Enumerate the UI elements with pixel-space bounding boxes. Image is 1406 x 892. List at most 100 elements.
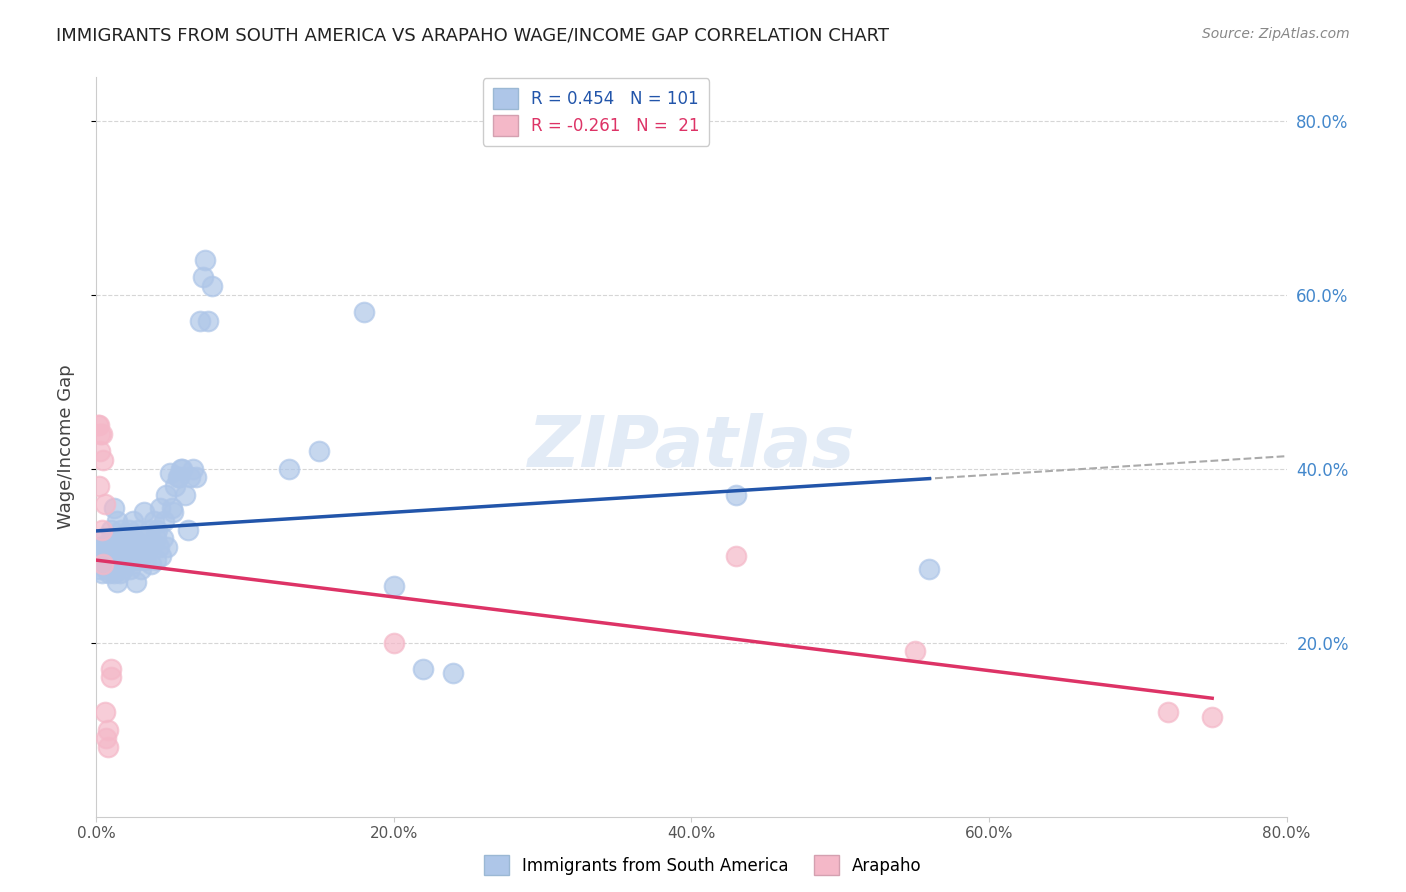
Point xyxy=(91,566,114,581)
Point xyxy=(159,466,181,480)
Point xyxy=(107,549,129,563)
Point xyxy=(118,523,141,537)
Point xyxy=(149,500,172,515)
Point xyxy=(201,279,224,293)
Point xyxy=(97,535,120,549)
Point xyxy=(86,418,108,433)
Point xyxy=(105,514,128,528)
Point xyxy=(97,723,120,737)
Point xyxy=(91,427,114,442)
Point xyxy=(155,488,177,502)
Point xyxy=(918,562,941,576)
Point xyxy=(1156,705,1178,719)
Point xyxy=(382,635,405,649)
Point xyxy=(132,505,155,519)
Point xyxy=(93,549,115,563)
Point xyxy=(181,462,204,476)
Point xyxy=(160,500,183,515)
Point xyxy=(184,470,207,484)
Point xyxy=(105,574,128,589)
Point xyxy=(146,523,169,537)
Point xyxy=(169,470,191,484)
Point xyxy=(134,532,156,546)
Point xyxy=(110,523,132,537)
Point xyxy=(177,523,200,537)
Point xyxy=(441,666,464,681)
Legend: R = 0.454   N = 101, R = -0.261   N =  21: R = 0.454 N = 101, R = -0.261 N = 21 xyxy=(482,78,710,145)
Point xyxy=(127,553,149,567)
Point xyxy=(179,470,201,484)
Point xyxy=(91,523,114,537)
Point xyxy=(93,453,115,467)
Point xyxy=(103,566,125,581)
Point xyxy=(191,270,214,285)
Point xyxy=(94,497,117,511)
Point xyxy=(129,549,152,563)
Text: ZIPatlas: ZIPatlas xyxy=(527,412,855,482)
Point xyxy=(96,553,118,567)
Point xyxy=(98,553,121,567)
Point xyxy=(121,540,143,554)
Point xyxy=(129,562,152,576)
Point xyxy=(136,540,159,554)
Point xyxy=(353,305,375,319)
Point xyxy=(412,662,434,676)
Point xyxy=(172,462,194,476)
Point xyxy=(107,535,129,549)
Point xyxy=(87,549,110,563)
Point xyxy=(134,553,156,567)
Point xyxy=(162,505,184,519)
Point xyxy=(170,462,193,476)
Point xyxy=(94,705,117,719)
Point xyxy=(89,544,111,558)
Point xyxy=(100,558,122,572)
Point xyxy=(143,514,166,528)
Point xyxy=(89,540,111,554)
Point xyxy=(97,739,120,754)
Point xyxy=(108,553,131,567)
Point xyxy=(125,574,148,589)
Point xyxy=(97,544,120,558)
Point xyxy=(122,514,145,528)
Point xyxy=(903,644,925,658)
Point xyxy=(103,500,125,515)
Point xyxy=(101,532,124,546)
Point xyxy=(86,553,108,567)
Point xyxy=(128,535,150,549)
Point xyxy=(111,562,134,576)
Point xyxy=(118,535,141,549)
Point xyxy=(724,549,747,563)
Point xyxy=(724,488,747,502)
Point xyxy=(101,549,124,563)
Point xyxy=(93,532,115,546)
Point xyxy=(111,553,134,567)
Point xyxy=(96,562,118,576)
Point xyxy=(98,566,121,581)
Point xyxy=(138,523,160,537)
Point xyxy=(93,558,115,572)
Point xyxy=(153,514,176,528)
Point xyxy=(89,444,111,458)
Point xyxy=(135,544,157,558)
Point xyxy=(145,532,167,546)
Point xyxy=(163,479,186,493)
Point xyxy=(120,562,142,576)
Y-axis label: Wage/Income Gap: Wage/Income Gap xyxy=(58,365,75,529)
Point xyxy=(174,488,197,502)
Point xyxy=(114,532,136,546)
Point xyxy=(94,558,117,572)
Legend: Immigrants from South America, Arapaho: Immigrants from South America, Arapaho xyxy=(475,847,931,884)
Point xyxy=(125,540,148,554)
Point xyxy=(148,540,170,554)
Point xyxy=(91,553,114,567)
Point xyxy=(124,553,146,567)
Point xyxy=(127,523,149,537)
Point xyxy=(89,427,111,442)
Point xyxy=(308,444,330,458)
Point xyxy=(197,314,219,328)
Point xyxy=(104,553,127,567)
Point xyxy=(87,562,110,576)
Text: Source: ZipAtlas.com: Source: ZipAtlas.com xyxy=(1202,27,1350,41)
Point xyxy=(145,553,167,567)
Point xyxy=(139,558,162,572)
